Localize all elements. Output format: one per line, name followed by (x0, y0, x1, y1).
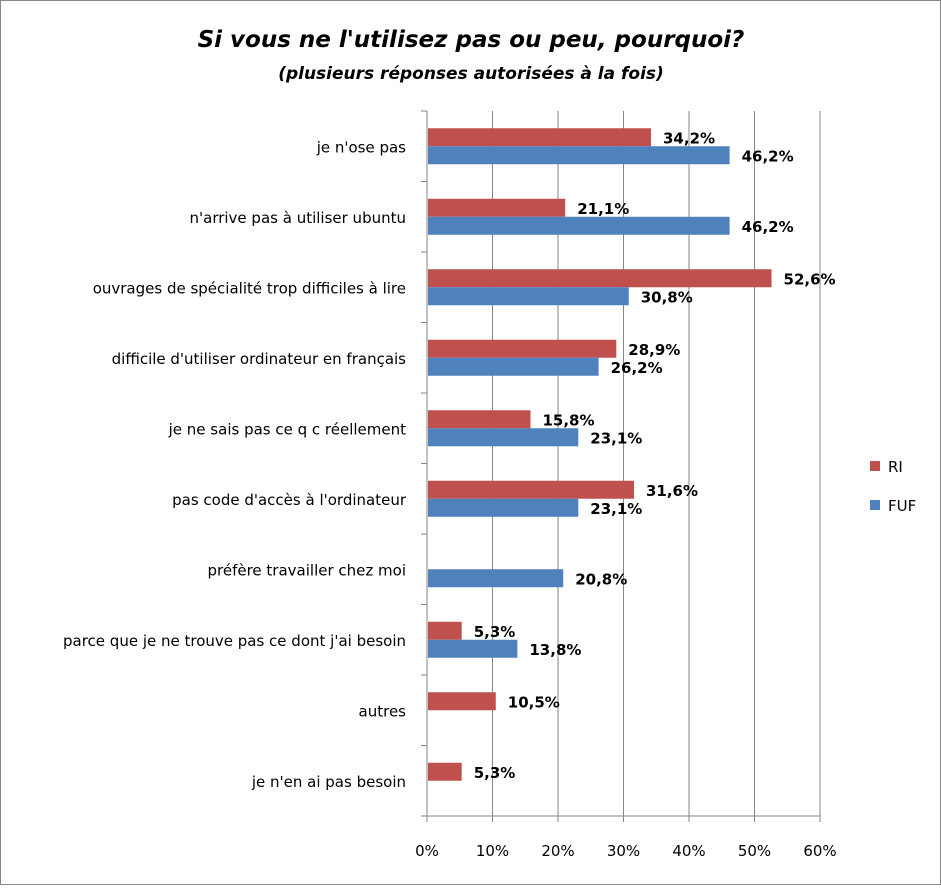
data-label: 15,8% (542, 411, 594, 429)
legend-label: FUF (888, 497, 916, 515)
data-label: 10,5% (508, 693, 560, 711)
x-tick-label: 40% (672, 842, 705, 860)
x-tick-label: 10% (476, 842, 509, 860)
bar-fuf (428, 498, 579, 517)
category-label: préfère travailler chez moi (208, 561, 407, 579)
data-label: 34,2% (663, 129, 715, 147)
data-label: 28,9% (628, 341, 680, 359)
chart-subtitle: (plusieurs réponses autorisées à la fois… (278, 64, 664, 84)
x-tick-label: 20% (541, 842, 574, 860)
data-label: 20,8% (575, 570, 627, 588)
category-label: je n'en ai pas besoin (251, 773, 406, 791)
category-label: difficile d'utiliser ordinateur en franç… (112, 350, 407, 368)
data-label: 52,6% (784, 270, 836, 288)
bar-fuf (428, 146, 730, 165)
data-label: 23,1% (590, 429, 642, 447)
data-label: 46,2% (742, 147, 794, 165)
bar-ri (428, 480, 634, 499)
bar-ri (428, 692, 496, 711)
category-label: ouvrages de spécialité trop difficiles à… (93, 279, 406, 297)
category-label: parce que je ne trouve pas ce dont j'ai … (63, 632, 406, 650)
data-label: 23,1% (590, 500, 642, 518)
category-label: autres (359, 702, 407, 720)
data-label: 26,2% (611, 359, 663, 377)
bar-ri (428, 410, 531, 429)
bar-fuf (428, 639, 518, 658)
bar-ri (428, 128, 652, 147)
category-label: je n'ose pas (316, 138, 406, 156)
bar-fuf (428, 287, 629, 306)
bar-fuf (428, 357, 599, 376)
bar-ri (428, 762, 462, 781)
data-label: 13,8% (529, 641, 581, 659)
x-tick-label: 30% (607, 842, 640, 860)
data-label: 46,2% (742, 218, 794, 236)
bar-fuf (428, 216, 730, 235)
data-label: 30,8% (641, 288, 693, 306)
x-tick-label: 50% (738, 842, 771, 860)
bar-ri (428, 339, 617, 358)
bar-ri (428, 621, 462, 640)
bar-fuf (428, 428, 579, 447)
bar-ri (428, 269, 772, 288)
bar-ri (428, 198, 566, 217)
legend-swatch-ri (870, 461, 880, 471)
x-tick-label: 0% (415, 842, 439, 860)
category-label: pas code d'accès à l'ordinateur (172, 491, 407, 509)
data-label: 21,1% (577, 200, 629, 218)
bar-fuf (428, 569, 564, 588)
x-tick-label: 60% (803, 842, 836, 860)
data-label: 5,3% (474, 764, 516, 782)
data-label: 31,6% (646, 482, 698, 500)
data-label: 5,3% (474, 623, 516, 641)
legend-label: RI (888, 458, 903, 476)
category-label: n'arrive pas à utiliser ubuntu (190, 209, 407, 227)
category-label: je ne sais pas ce q c réellement (168, 420, 406, 438)
chart-title: Si vous ne l'utilisez pas ou peu, pourqu… (198, 27, 745, 53)
legend-swatch-fuf (870, 500, 880, 510)
